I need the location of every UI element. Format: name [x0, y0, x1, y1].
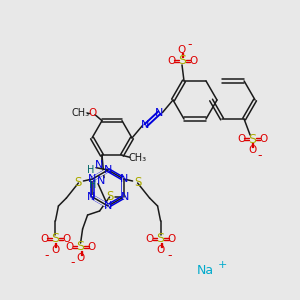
Text: O: O	[65, 242, 74, 252]
Text: H: H	[89, 180, 97, 190]
Text: -: -	[70, 256, 75, 269]
Text: Na: Na	[196, 263, 214, 277]
Text: O: O	[40, 234, 49, 244]
Text: O: O	[167, 56, 175, 66]
Text: O: O	[89, 108, 97, 118]
Text: O: O	[88, 242, 96, 252]
Text: S: S	[134, 176, 141, 190]
Text: O: O	[76, 253, 85, 263]
Text: N: N	[104, 165, 112, 175]
Text: S: S	[76, 241, 85, 254]
Text: O: O	[248, 145, 256, 155]
Text: O: O	[189, 56, 197, 66]
Text: CH₃: CH₃	[72, 108, 90, 118]
Text: -: -	[188, 38, 192, 51]
Text: N: N	[141, 121, 150, 130]
Text: O: O	[51, 245, 59, 255]
Text: O: O	[157, 245, 165, 255]
Text: S: S	[248, 133, 256, 146]
Text: N: N	[95, 160, 103, 170]
Text: S: S	[75, 176, 82, 190]
Text: N: N	[88, 174, 97, 184]
Text: -: -	[167, 250, 172, 262]
Text: CH₃: CH₃	[129, 153, 147, 163]
Text: N: N	[119, 174, 128, 184]
Text: -: -	[44, 250, 49, 262]
Text: N: N	[87, 192, 96, 202]
Text: O: O	[167, 234, 176, 244]
Text: O: O	[62, 234, 70, 244]
Text: O: O	[178, 45, 186, 55]
Text: N: N	[97, 176, 105, 186]
Text: H: H	[87, 165, 95, 175]
Text: N: N	[120, 192, 129, 202]
Text: -: -	[258, 148, 262, 162]
Text: S: S	[106, 190, 113, 203]
Text: S: S	[157, 232, 165, 245]
Text: S: S	[178, 54, 186, 68]
Text: O: O	[237, 134, 245, 144]
Text: N: N	[104, 201, 112, 211]
Text: O: O	[259, 134, 267, 144]
Text: S: S	[51, 232, 59, 245]
Text: +: +	[217, 260, 227, 270]
Text: O: O	[146, 234, 154, 244]
Text: N: N	[155, 107, 164, 118]
